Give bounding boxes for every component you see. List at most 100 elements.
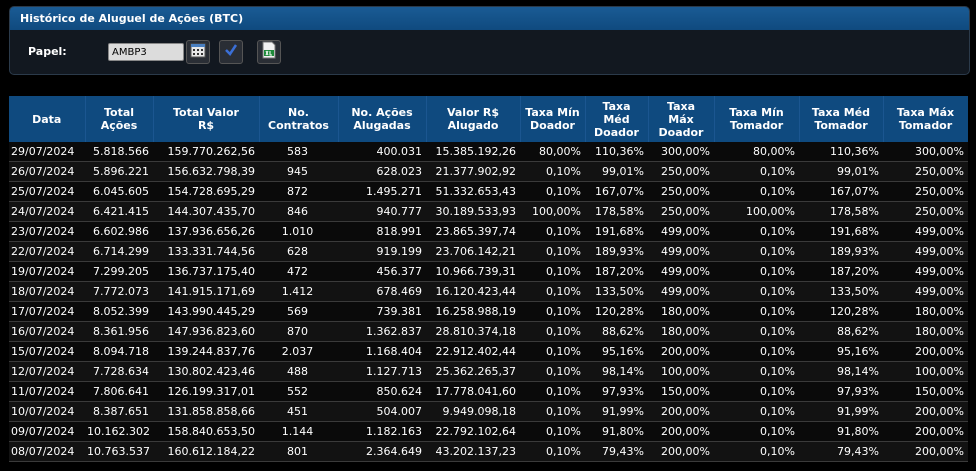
cell-taxa-min-tomador: 0,10%	[714, 321, 799, 342]
cell-data: 11/07/2024	[9, 381, 85, 402]
cell-taxa-max-tomador: 499,00%	[883, 241, 968, 262]
cell-data: 16/07/2024	[9, 321, 85, 342]
calendar-button[interactable]	[186, 40, 210, 64]
papel-label: Papel:	[28, 45, 67, 58]
cell-taxa-min-doador: 0,10%	[520, 181, 585, 202]
cell-no-contratos: 583	[259, 142, 338, 162]
cell-taxa-min-tomador: 0,10%	[714, 241, 799, 262]
cell-taxa-min-doador: 80,00%	[520, 142, 585, 162]
column-header-taxa-max-doador: Taxa Máx Doador	[648, 96, 715, 142]
cell-no-acoes-alugadas: 2.364.649	[338, 441, 426, 462]
cell-total-valor: 154.728.695,29	[153, 181, 259, 202]
table-row: 23/07/2024 6.602.986 137.936.656,26 1.010 81…	[9, 221, 968, 242]
cell-total-acoes: 7.299.205	[85, 261, 153, 282]
cell-valor-alugado: 21.377.902,92	[426, 161, 520, 182]
cell-taxa-max-doador: 250,00%	[648, 181, 714, 202]
cell-no-contratos: 472	[259, 261, 338, 282]
cell-taxa-min-doador: 0,10%	[520, 441, 585, 462]
cell-total-valor: 136.737.175,40	[153, 261, 259, 282]
cell-no-contratos: 846	[259, 201, 338, 222]
cell-taxa-med-doador: 178,58%	[585, 201, 648, 222]
cell-taxa-med-tomador: 191,68%	[799, 221, 883, 242]
column-header-taxa-med-doador: Taxa Méd Doador	[585, 96, 649, 142]
cell-no-acoes-alugadas: 850.624	[338, 381, 426, 402]
cell-valor-alugado: 15.385.192,26	[426, 142, 520, 162]
cell-taxa-med-tomador: 189,93%	[799, 241, 883, 262]
cell-data: 19/07/2024	[9, 261, 85, 282]
cell-total-acoes: 8.094.718	[85, 341, 153, 362]
cell-no-acoes-alugadas: 1.182.163	[338, 421, 426, 442]
filter-panel: Histórico de Aluguel de Ações (BTC) Pape…	[9, 6, 970, 75]
cell-no-contratos: 1.010	[259, 221, 338, 242]
cell-taxa-min-tomador: 0,10%	[714, 401, 799, 422]
cell-taxa-min-doador: 0,10%	[520, 361, 585, 382]
table-row: 11/07/2024 7.806.641 126.199.317,01 552 850.…	[9, 381, 968, 402]
cell-taxa-min-tomador: 0,10%	[714, 421, 799, 442]
cell-taxa-med-doador: 120,28%	[585, 301, 648, 322]
cell-taxa-max-doador: 200,00%	[648, 441, 714, 462]
table-row: 26/07/2024 5.896.221 156.632.798,39 945 628.…	[9, 161, 968, 182]
cell-taxa-med-doador: 167,07%	[585, 181, 648, 202]
cell-taxa-max-tomador: 100,00%	[883, 361, 968, 382]
cell-no-acoes-alugadas: 504.007	[338, 401, 426, 422]
cell-taxa-max-tomador: 200,00%	[883, 441, 968, 462]
cell-valor-alugado: 51.332.653,43	[426, 181, 520, 202]
cell-taxa-min-tomador: 0,10%	[714, 301, 799, 322]
cell-taxa-min-doador: 0,10%	[520, 341, 585, 362]
cell-no-contratos: 488	[259, 361, 338, 382]
excel-export-button[interactable]	[257, 40, 281, 64]
cell-taxa-max-tomador: 499,00%	[883, 221, 968, 242]
cell-taxa-max-doador: 499,00%	[648, 281, 714, 302]
cell-taxa-med-doador: 97,93%	[585, 381, 648, 402]
cell-total-valor: 131.858.858,66	[153, 401, 259, 422]
cell-taxa-max-doador: 180,00%	[648, 321, 714, 342]
cell-taxa-med-tomador: 167,07%	[799, 181, 883, 202]
cell-valor-alugado: 23.865.397,74	[426, 221, 520, 242]
cell-no-contratos: 945	[259, 161, 338, 182]
cell-valor-alugado: 22.912.402,44	[426, 341, 520, 362]
cell-taxa-min-tomador: 0,10%	[714, 261, 799, 282]
cell-taxa-max-doador: 250,00%	[648, 201, 714, 222]
cell-data: 08/07/2024	[9, 441, 85, 462]
cell-no-contratos: 872	[259, 181, 338, 202]
cell-taxa-med-doador: 133,50%	[585, 281, 648, 302]
cell-taxa-min-tomador: 0,10%	[714, 341, 799, 362]
table-row: 16/07/2024 8.361.956 147.936.823,60 870 1.36…	[9, 321, 968, 342]
cell-taxa-med-tomador: 79,43%	[799, 441, 883, 462]
cell-taxa-max-tomador: 200,00%	[883, 401, 968, 422]
cell-total-acoes: 10.763.537	[85, 441, 153, 462]
cell-taxa-max-tomador: 180,00%	[883, 321, 968, 342]
cell-data: 23/07/2024	[9, 221, 85, 242]
cell-taxa-max-tomador: 200,00%	[883, 421, 968, 442]
cell-taxa-min-tomador: 0,10%	[714, 441, 799, 462]
column-header-taxa-min-tomador: Taxa Mín Tomador	[714, 96, 800, 142]
cell-total-acoes: 7.772.073	[85, 281, 153, 302]
column-header-data: Data	[9, 96, 86, 142]
cell-no-acoes-alugadas: 456.377	[338, 261, 426, 282]
ticker-input[interactable]	[108, 43, 184, 61]
calendar-icon	[190, 42, 206, 62]
cell-no-contratos: 569	[259, 301, 338, 322]
cell-taxa-max-doador: 150,00%	[648, 381, 714, 402]
cell-no-acoes-alugadas: 400.031	[338, 142, 426, 162]
cell-taxa-max-doador: 300,00%	[648, 142, 714, 162]
cell-taxa-max-tomador: 200,00%	[883, 341, 968, 362]
cell-total-acoes: 5.896.221	[85, 161, 153, 182]
panel-title: Histórico de Aluguel de Ações (BTC)	[10, 7, 969, 30]
cell-taxa-max-doador: 100,00%	[648, 361, 714, 382]
cell-total-valor: 139.244.837,76	[153, 341, 259, 362]
rental-history-table: Data Total Ações Total Valor R$ No. Contratos N…	[9, 96, 968, 471]
cell-taxa-med-doador: 95,16%	[585, 341, 648, 362]
table-row: 24/07/2024 6.421.415 144.307.435,70 846 940.…	[9, 201, 968, 222]
column-header-valor-alugado: Valor R$ Alugado	[426, 96, 521, 142]
confirm-button[interactable]	[219, 40, 243, 64]
table-row: 09/07/2024 10.162.302 158.840.653,50 1.144 1…	[9, 421, 968, 442]
cell-total-valor: 143.990.445,29	[153, 301, 259, 322]
cell-total-acoes: 5.818.566	[85, 142, 153, 162]
cell-taxa-min-tomador: 0,10%	[714, 281, 799, 302]
column-header-no-contratos: No. Contratos	[259, 96, 339, 142]
cell-taxa-max-tomador: 250,00%	[883, 201, 968, 222]
cell-taxa-min-tomador: 80,00%	[714, 142, 799, 162]
cell-data: 18/07/2024	[9, 281, 85, 302]
cell-valor-alugado: 43.202.137,23	[426, 441, 520, 462]
